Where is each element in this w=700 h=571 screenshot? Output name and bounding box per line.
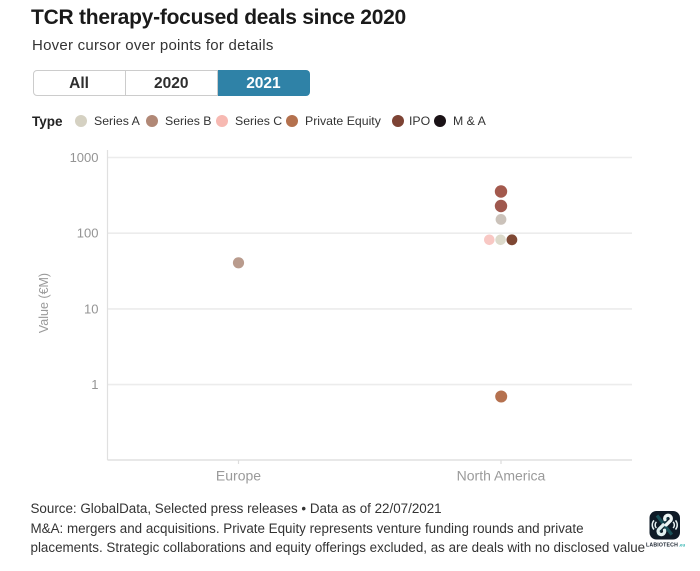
svg-text:1: 1 [91,377,98,392]
svg-text:North America: North America [457,468,546,484]
svg-text:Value (€M): Value (€M) [37,273,51,333]
svg-text:1000: 1000 [70,150,99,165]
svg-text:Europe: Europe [216,468,261,484]
svg-text:.eu: .eu [679,543,686,548]
svg-text:10: 10 [84,301,98,316]
svg-text:LABIOTECH: LABIOTECH [646,543,678,549]
svg-text:100: 100 [77,226,99,241]
